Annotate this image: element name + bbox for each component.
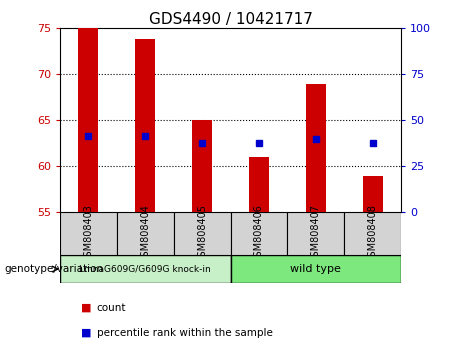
Bar <box>363 176 383 212</box>
Bar <box>230 212 287 255</box>
Text: genotype/variation: genotype/variation <box>5 264 104 274</box>
Text: GSM808406: GSM808406 <box>254 204 264 263</box>
Text: percentile rank within the sample: percentile rank within the sample <box>97 328 273 338</box>
Bar <box>135 39 155 212</box>
Text: GSM808403: GSM808403 <box>83 204 94 263</box>
Text: GSM808407: GSM808407 <box>311 204 321 263</box>
Text: ■: ■ <box>81 328 91 338</box>
Bar <box>78 28 98 212</box>
Text: GSM808404: GSM808404 <box>140 204 150 263</box>
Title: GDS4490 / 10421717: GDS4490 / 10421717 <box>148 12 313 27</box>
Bar <box>287 212 344 255</box>
Text: GSM808405: GSM808405 <box>197 204 207 263</box>
Bar <box>230 255 401 283</box>
Text: count: count <box>97 303 126 313</box>
Text: wild type: wild type <box>290 264 341 274</box>
Bar <box>60 255 230 283</box>
Bar <box>117 212 174 255</box>
Text: ■: ■ <box>81 303 91 313</box>
Bar <box>249 157 269 212</box>
Bar <box>60 212 117 255</box>
Bar <box>174 212 230 255</box>
Text: GSM808408: GSM808408 <box>367 204 378 263</box>
Bar <box>306 84 326 212</box>
Bar <box>192 120 212 212</box>
Text: LmnaG609G/G609G knock-in: LmnaG609G/G609G knock-in <box>79 264 211 274</box>
Bar <box>344 212 401 255</box>
